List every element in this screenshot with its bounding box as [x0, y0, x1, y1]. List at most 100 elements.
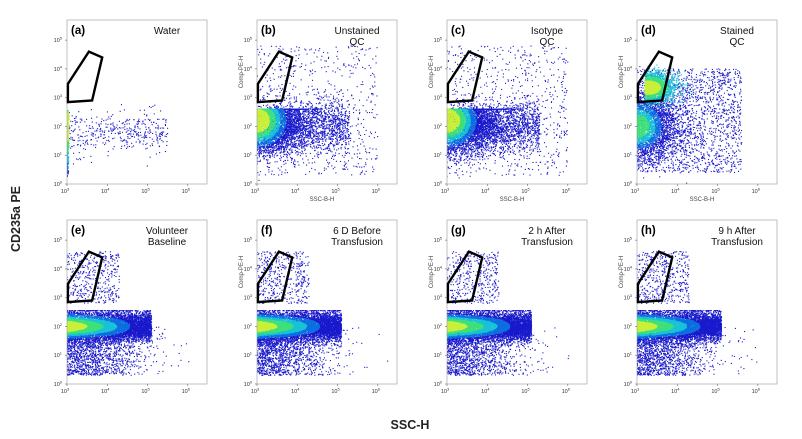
event-dot [153, 140, 155, 142]
event-dot [353, 112, 355, 114]
event-dot [325, 104, 327, 106]
event-dot [305, 145, 307, 147]
event-dot [99, 129, 101, 131]
event-dot [164, 150, 166, 153]
event-dot [108, 130, 110, 132]
event-dot [126, 147, 128, 149]
event-dot [309, 49, 311, 51]
event-dot [276, 107, 278, 109]
event-dot [149, 120, 151, 122]
event-dot [315, 117, 317, 119]
event-dot [328, 123, 330, 126]
event-dot [158, 118, 160, 120]
event-dot [301, 123, 303, 125]
event-dot [299, 66, 301, 68]
event-dot [120, 127, 122, 129]
event-dot [284, 99, 286, 101]
event-dot [313, 88, 315, 90]
event-dot [284, 133, 286, 135]
event-dot [338, 115, 340, 117]
event-dot [155, 133, 157, 135]
event-dot [136, 133, 138, 135]
event-dot [104, 136, 106, 139]
event-dot [292, 134, 294, 136]
event-dot [283, 111, 285, 113]
event-dot [281, 50, 283, 52]
event-dot [321, 142, 323, 145]
event-dot [298, 111, 300, 113]
event-dot [127, 137, 129, 139]
event-dot [323, 118, 325, 120]
event-dot [313, 114, 315, 117]
event-dot [319, 119, 321, 121]
event-dot [307, 133, 309, 135]
event-dot [322, 131, 324, 133]
event-dot [300, 142, 302, 144]
event-dot [269, 156, 271, 159]
event-dot [285, 132, 287, 134]
event-dot [123, 139, 125, 141]
event-dot [358, 52, 360, 55]
event-dot [137, 132, 140, 134]
event-dot [317, 108, 319, 110]
event-dot [67, 157, 69, 159]
event-dot [285, 145, 287, 147]
event-dot [291, 128, 294, 130]
event-dot [287, 116, 289, 118]
event-dot [265, 105, 267, 107]
event-dot [276, 134, 278, 136]
event-dot [332, 130, 335, 132]
event-dot [372, 58, 374, 60]
event-dot [303, 115, 305, 117]
event-dot [330, 110, 332, 112]
event-dot [321, 67, 323, 69]
event-dot [163, 127, 165, 129]
event-dot [145, 148, 147, 150]
event-dot [295, 152, 297, 154]
event-dot [311, 131, 313, 133]
event-dot [268, 149, 270, 151]
event-dot [314, 126, 316, 128]
event-dot [85, 140, 87, 142]
event-dot [377, 135, 379, 138]
event-dot [284, 124, 286, 126]
event-dot [315, 106, 317, 108]
event-dot [288, 117, 290, 119]
event-dot [113, 128, 116, 130]
event-dot [348, 137, 350, 139]
event-dot [323, 91, 325, 93]
event-dot [67, 120, 69, 122]
event-dot [332, 168, 334, 170]
event-dot [318, 103, 320, 105]
event-dot [270, 107, 272, 109]
event-dot [277, 140, 279, 142]
event-dot [332, 135, 334, 137]
event-dot [327, 107, 330, 109]
event-dot [322, 130, 324, 132]
event-dot [94, 130, 96, 132]
event-dot [270, 146, 272, 149]
event-dot [86, 118, 88, 120]
event-dot [78, 111, 80, 113]
event-dot [115, 126, 117, 128]
event-dot [314, 149, 316, 152]
event-dot [310, 141, 312, 144]
event-dot [288, 121, 290, 123]
event-dot [331, 101, 333, 103]
event-dot [325, 148, 327, 150]
event-dot [292, 130, 294, 132]
event-dot [304, 142, 306, 144]
event-dot [317, 133, 319, 135]
event-dot [266, 74, 268, 76]
event-dot [286, 112, 288, 114]
event-dot [290, 122, 292, 124]
event-dot [323, 123, 325, 126]
event-dot [338, 153, 340, 155]
event-dot [318, 134, 320, 136]
event-dot [328, 132, 330, 134]
event-dot [285, 67, 287, 69]
event-dot [314, 169, 316, 171]
event-dot [163, 131, 165, 133]
